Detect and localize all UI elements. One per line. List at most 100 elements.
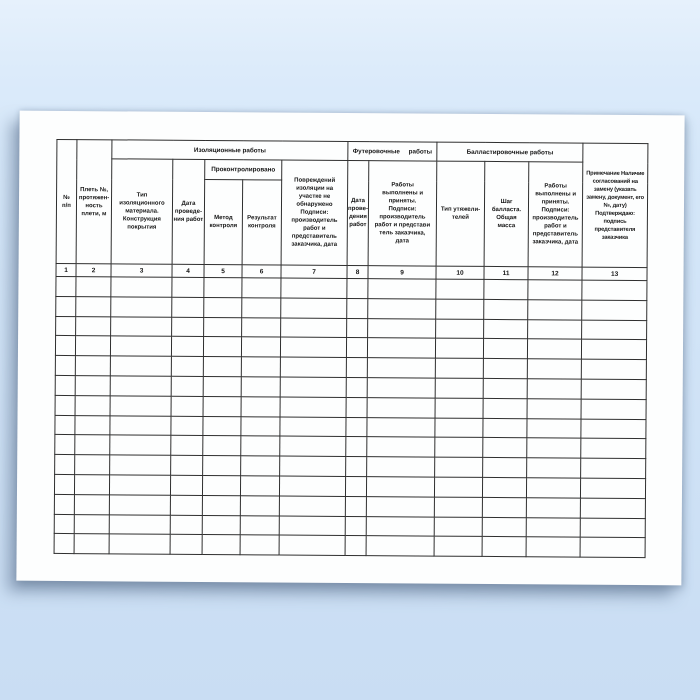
empty-cell — [203, 336, 242, 357]
column-number: 8 — [347, 265, 369, 279]
empty-cell — [202, 416, 242, 437]
empty-cell — [203, 356, 242, 377]
column-number: 2 — [75, 263, 112, 277]
empty-cell — [55, 395, 76, 416]
column-header-works-accepted-ballast: Работы выполнены и приняты. Подписи: про… — [528, 161, 583, 268]
empty-cell — [241, 396, 281, 417]
empty-cell — [345, 417, 368, 437]
column-number: 4 — [171, 264, 205, 278]
group-header-ballasting-works: Балластировочные работы — [436, 142, 583, 163]
empty-cell — [241, 277, 281, 298]
empty-cell — [367, 338, 436, 359]
empty-cell — [526, 457, 581, 479]
empty-cell — [280, 337, 347, 358]
empty-cell — [74, 474, 110, 495]
empty-rows — [54, 276, 648, 558]
empty-cell — [366, 417, 436, 438]
empty-cell — [526, 418, 582, 439]
column-number: 10 — [436, 266, 485, 280]
column-header-ballast-step: Шаг балласта. Общая масса — [484, 161, 529, 267]
empty-cell — [202, 495, 241, 516]
empty-cell — [435, 358, 484, 379]
empty-cell — [203, 277, 242, 298]
empty-cell — [240, 455, 280, 476]
empty-cell — [170, 514, 203, 535]
empty-cell — [75, 276, 111, 297]
empty-cell — [366, 516, 435, 537]
empty-cell — [241, 297, 281, 318]
empty-cell — [202, 534, 241, 555]
empty-cell — [346, 337, 368, 358]
empty-cell — [581, 398, 647, 420]
empty-cell — [580, 418, 647, 439]
column-number: 1 — [55, 263, 77, 277]
empty-cell — [279, 456, 346, 477]
empty-cell — [345, 476, 367, 497]
empty-cell — [527, 299, 582, 320]
empty-cell — [581, 359, 647, 380]
empty-cell — [170, 495, 203, 516]
empty-cell — [346, 357, 368, 378]
empty-cell — [240, 495, 280, 516]
empty-cell — [346, 298, 368, 319]
empty-cell — [55, 355, 76, 376]
empty-cell — [170, 415, 204, 436]
empty-cell — [346, 377, 368, 398]
empty-cell — [203, 396, 242, 417]
empty-cell — [483, 358, 528, 379]
empty-cell — [435, 279, 485, 300]
empty-cell — [366, 535, 435, 557]
empty-cell — [75, 375, 111, 396]
empty-cell — [482, 418, 528, 439]
empty-cell — [240, 475, 280, 496]
group-header-lining-works: Футеровочные работы — [347, 141, 437, 162]
empty-cell — [434, 496, 483, 517]
empty-cell — [171, 376, 204, 397]
empty-cell — [74, 514, 110, 535]
column-number: 11 — [484, 266, 529, 280]
empty-cell — [75, 316, 111, 337]
empty-cell — [279, 475, 346, 497]
empty-cell — [434, 477, 483, 498]
column-header-control-method: Метод контроля — [204, 179, 243, 265]
empty-cell — [527, 319, 582, 340]
empty-cell — [54, 533, 75, 554]
empty-cell — [54, 454, 75, 475]
work-log-table: № п/п Плеть №, протяжен- ность плети, м … — [53, 138, 649, 559]
empty-cell — [580, 517, 646, 538]
empty-cell — [55, 335, 76, 356]
empty-cell — [280, 317, 347, 338]
empty-cell — [170, 435, 203, 456]
column-number: 5 — [203, 264, 243, 278]
empty-cell — [110, 336, 172, 357]
empty-cell — [581, 299, 647, 321]
empty-cell — [527, 358, 582, 380]
empty-cell — [580, 458, 646, 479]
empty-cell — [109, 415, 172, 436]
empty-cell — [75, 335, 111, 357]
table-row — [54, 533, 646, 558]
empty-cell — [366, 436, 435, 458]
empty-cell — [202, 515, 241, 536]
column-header-work-date-lining: Дата прове- дения работ — [347, 160, 369, 266]
empty-cell — [526, 438, 581, 459]
empty-cell — [202, 455, 241, 476]
empty-cell — [171, 316, 204, 337]
empty-cell — [482, 477, 527, 498]
empty-cell — [280, 297, 347, 319]
empty-cell — [527, 398, 582, 419]
empty-cell — [203, 297, 242, 318]
column-header-control-result: Результат контроля — [242, 179, 282, 266]
empty-cell — [367, 298, 436, 319]
empty-cell — [55, 316, 76, 336]
empty-cell — [280, 396, 347, 418]
empty-cell — [581, 339, 647, 360]
column-header-no: № п/п — [56, 139, 77, 264]
empty-cell — [55, 375, 76, 396]
empty-cell — [367, 318, 436, 339]
empty-cell — [54, 415, 76, 435]
empty-cell — [279, 416, 347, 437]
empty-cell — [109, 534, 171, 555]
empty-cell — [435, 378, 484, 399]
empty-cell — [110, 375, 172, 397]
